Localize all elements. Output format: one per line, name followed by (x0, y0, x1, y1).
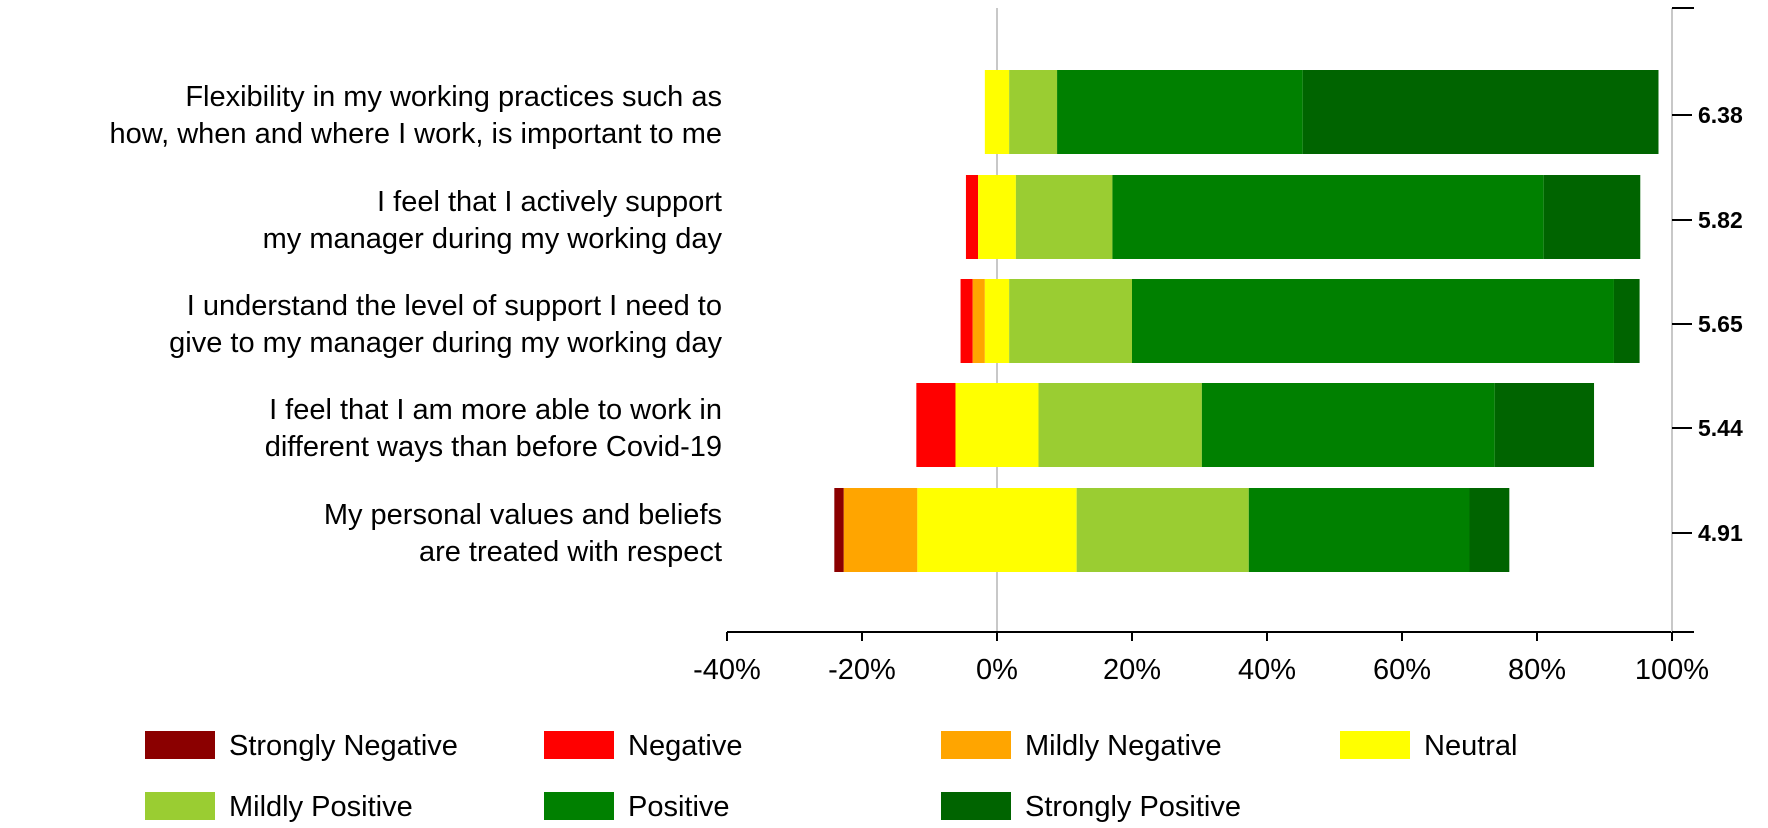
x-tick-label: 60% (1373, 654, 1431, 686)
x-tick-label: 40% (1238, 654, 1296, 686)
bar-segment-mildly-positive (1038, 383, 1202, 467)
category-label: I feel that I actively support (377, 186, 722, 218)
category-label: Flexibility in my working practices such… (185, 81, 722, 113)
bar-segment-negative (916, 383, 956, 467)
category-label: My personal values and beliefs (324, 499, 722, 531)
legend-label: Positive (628, 791, 730, 823)
bar-segment-neutral (978, 175, 1016, 259)
legend-swatch-strongly-negative (145, 731, 215, 759)
legend-label: Mildly Positive (229, 791, 413, 823)
bar-segment-mildly-positive (1009, 279, 1132, 363)
mean-score-label: 6.38 (1698, 102, 1743, 128)
bar-segment-positive (1201, 383, 1495, 467)
legend-label: Strongly Negative (229, 730, 458, 762)
bar-segment-mildly-negative (843, 488, 918, 572)
legend-swatch-mildly-positive (145, 792, 215, 820)
category-label: give to my manager during my working day (169, 327, 722, 359)
mean-score-label: 4.91 (1698, 520, 1743, 546)
category-label: are treated with respect (419, 536, 722, 568)
bar-segment-strongly-positive (1494, 383, 1595, 467)
legend-label: Neutral (1424, 730, 1518, 762)
category-label: my manager during my working day (263, 223, 723, 255)
x-tick-label: 20% (1103, 654, 1161, 686)
legend-swatch-neutral (1340, 731, 1410, 759)
bar-segment-negative (965, 175, 979, 259)
legend-label: Mildly Negative (1025, 730, 1222, 762)
legend-label: Strongly Positive (1025, 791, 1241, 823)
legend-label: Negative (628, 730, 742, 762)
x-tick-label: 100% (1635, 654, 1709, 686)
x-tick-label: -20% (828, 654, 896, 686)
bar-segment-strongly-positive (1543, 175, 1641, 259)
mean-score-label: 5.82 (1698, 207, 1743, 233)
bar-segment-mildly-positive (1015, 175, 1113, 259)
bar-segment-neutral (984, 70, 1010, 154)
bar-segment-positive (1132, 279, 1614, 363)
legend-swatch-negative (544, 731, 614, 759)
legend-swatch-mildly-negative (941, 731, 1011, 759)
bar-segment-strongly-positive (1613, 279, 1640, 363)
bar-segment-strongly-positive (1469, 488, 1510, 572)
bar-segment-positive (1248, 488, 1470, 572)
x-tick-label: 80% (1508, 654, 1566, 686)
bar-segment-positive (1057, 70, 1303, 154)
bar-segment-mildly-positive (1076, 488, 1249, 572)
category-label: I understand the level of support I need… (187, 290, 722, 322)
legend-swatch-strongly-positive (941, 792, 1011, 820)
mean-score-label: 5.44 (1698, 415, 1743, 441)
bar-segment-neutral (917, 488, 1077, 572)
bar-segment-negative (960, 279, 973, 363)
bar-segment-positive (1112, 175, 1544, 259)
category-label: different ways than before Covid-19 (265, 431, 722, 463)
category-label: I feel that I am more able to work in (269, 394, 722, 426)
mean-score-label: 5.65 (1698, 311, 1743, 337)
legend-swatch-positive (544, 792, 614, 820)
category-label: how, when and where I work, is important… (109, 118, 722, 150)
bar-segment-strongly-negative (834, 488, 844, 572)
bar-segment-strongly-positive (1302, 70, 1659, 154)
bar-segment-mildly-positive (1009, 70, 1058, 154)
bar-segment-neutral (984, 279, 1010, 363)
x-tick-label: 0% (976, 654, 1018, 686)
x-tick-label: -40% (693, 654, 761, 686)
bar-segment-neutral (955, 383, 1039, 467)
bar-segment-mildly-negative (972, 279, 985, 363)
